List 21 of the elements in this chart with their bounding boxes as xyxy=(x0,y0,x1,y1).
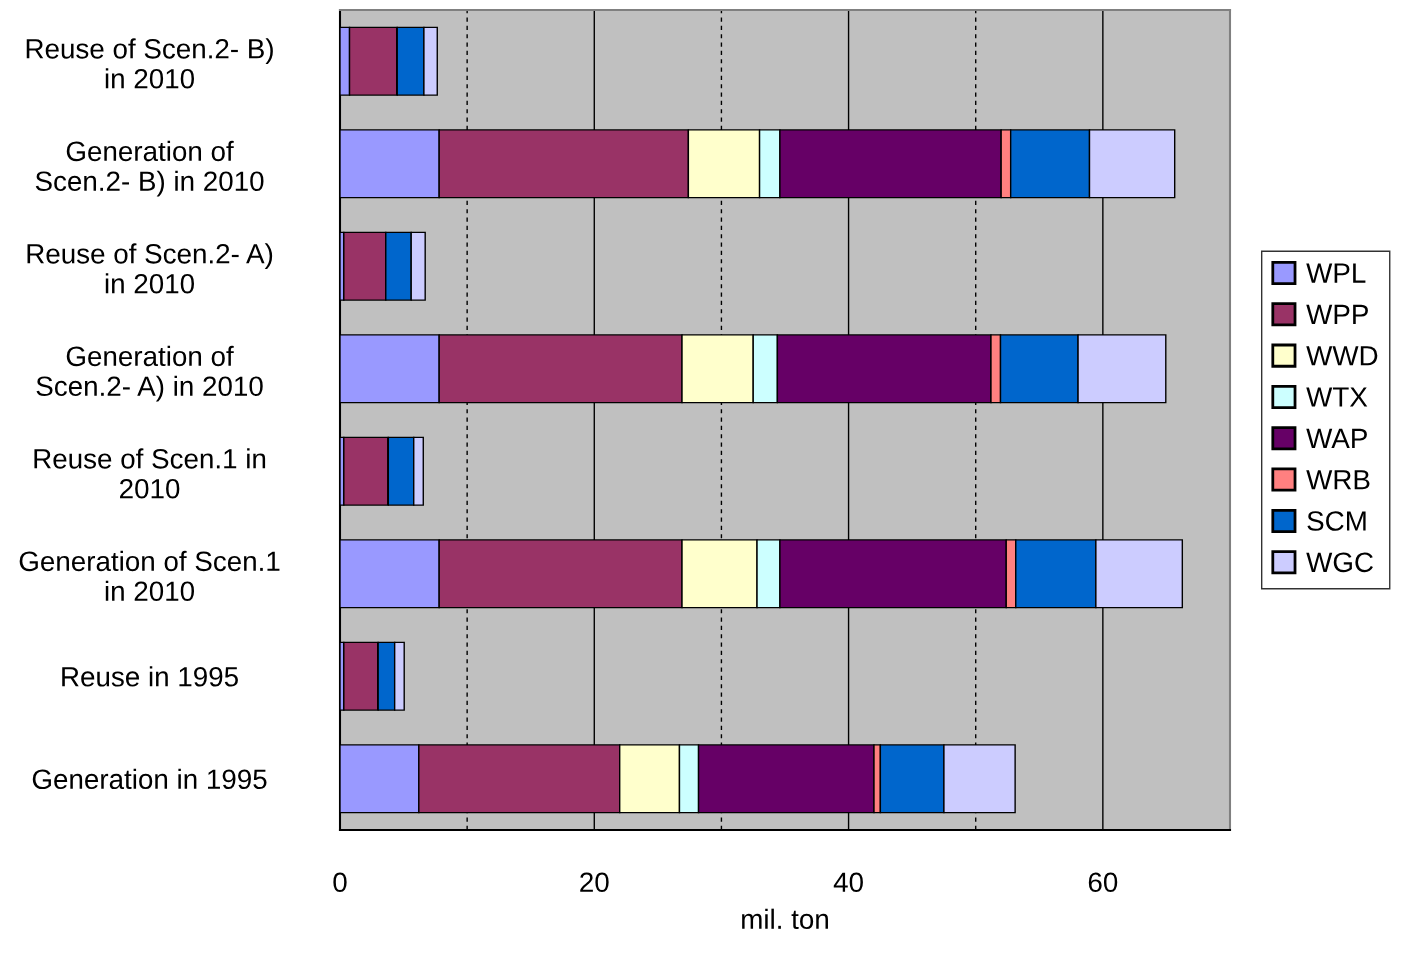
legend-label: WWD xyxy=(1306,346,1378,366)
x-tick-label: 20 xyxy=(580,872,609,893)
x-axis-title: mil. ton xyxy=(742,908,828,930)
y-tick-label: Reuse in 1995 xyxy=(62,666,238,687)
legend-label: WPP xyxy=(1306,304,1368,324)
y-tick-label: Reuse of Scen.1 in 2010 xyxy=(34,448,266,499)
y-tick-label: Reuse of Scen.2- B) in 2010 xyxy=(26,38,273,89)
legend-label: WGC xyxy=(1306,552,1373,573)
y-tick-label: Generation in 1995 xyxy=(32,768,267,790)
legend-label: WRB xyxy=(1306,470,1370,490)
y-tick-label: Generation of Scen.2- B) in 2010 xyxy=(35,140,264,197)
y-tick-label: Reuse of Scen.2- A) in 2010 xyxy=(27,243,273,294)
x-tick-label: 40 xyxy=(833,872,863,893)
legend-label: WAP xyxy=(1306,428,1367,448)
legend-label: WTX xyxy=(1306,387,1368,407)
y-tick-label: Generation of Scen.2- A) in 2010 xyxy=(36,345,263,402)
legend-label: SCM xyxy=(1307,511,1366,531)
y-tick-label: Generation of Scen.1 in 2010 xyxy=(19,550,280,602)
x-tick-label: 60 xyxy=(1088,872,1118,893)
legend-label: WPL xyxy=(1306,263,1366,283)
x-tick-label: 0 xyxy=(333,872,347,893)
